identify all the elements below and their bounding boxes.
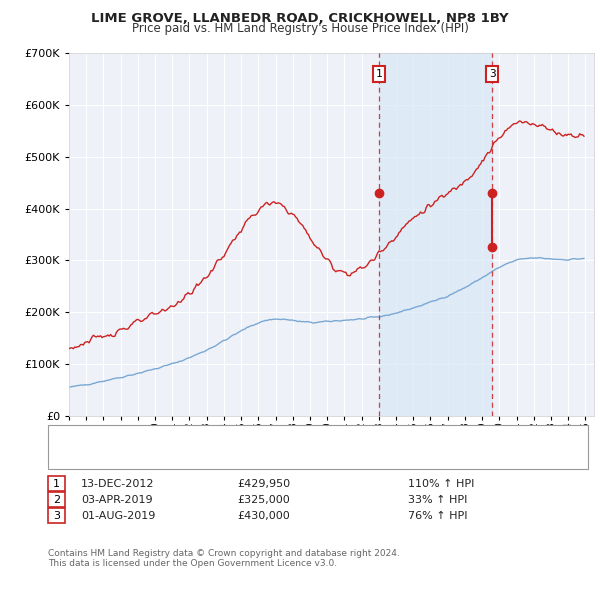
Text: 2: 2	[53, 495, 60, 504]
Text: LIME GROVE, LLANBEDR ROAD, CRICKHOWELL, NP8 1BY (detached house): LIME GROVE, LLANBEDR ROAD, CRICKHOWELL, …	[93, 432, 464, 441]
Text: 110% ↑ HPI: 110% ↑ HPI	[408, 479, 475, 489]
Text: 3: 3	[489, 69, 496, 79]
Bar	[379, 53, 492, 416]
Text: 13-DEC-2012: 13-DEC-2012	[81, 479, 155, 489]
Text: 1: 1	[376, 69, 382, 79]
Text: 33% ↑ HPI: 33% ↑ HPI	[408, 495, 467, 504]
Text: £430,000: £430,000	[238, 511, 290, 520]
Text: 1: 1	[53, 479, 60, 489]
Text: 03-APR-2019: 03-APR-2019	[81, 495, 152, 504]
Text: £325,000: £325,000	[238, 495, 290, 504]
Text: This data is licensed under the Open Government Licence v3.0.: This data is licensed under the Open Gov…	[48, 559, 337, 568]
Text: LIME GROVE, LLANBEDR ROAD, CRICKHOWELL, NP8 1BY: LIME GROVE, LLANBEDR ROAD, CRICKHOWELL, …	[91, 12, 509, 25]
Text: Price paid vs. HM Land Registry's House Price Index (HPI): Price paid vs. HM Land Registry's House …	[131, 22, 469, 35]
Text: £429,950: £429,950	[238, 479, 290, 489]
Text: HPI: Average price, detached house, Powys: HPI: Average price, detached house, Powy…	[93, 451, 308, 461]
Text: Contains HM Land Registry data © Crown copyright and database right 2024.: Contains HM Land Registry data © Crown c…	[48, 549, 400, 558]
Text: 76% ↑ HPI: 76% ↑ HPI	[408, 511, 467, 520]
Text: 3: 3	[53, 511, 60, 520]
Text: 01-AUG-2019: 01-AUG-2019	[81, 511, 155, 520]
